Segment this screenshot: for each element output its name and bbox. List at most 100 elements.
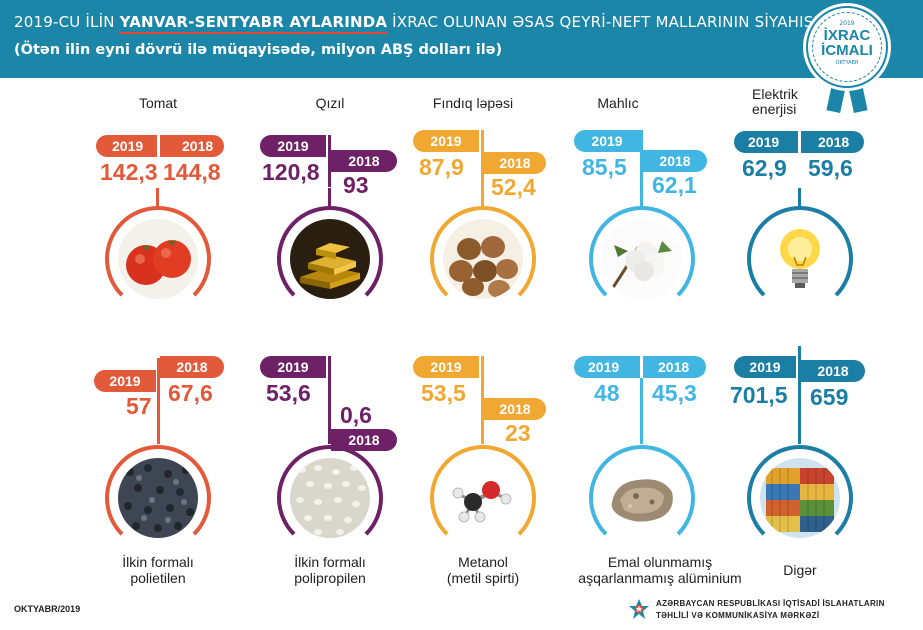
item-name: Elektrik enerjisi — [752, 86, 798, 117]
year-pill: 2019 2018 — [96, 135, 224, 157]
year-2019-label: 2019 — [588, 359, 620, 375]
tomato-icon — [118, 219, 198, 299]
title-part-1: 2019-CU İLİN — [14, 13, 120, 31]
stem — [640, 188, 643, 206]
arc — [589, 445, 695, 551]
value-2018: 144,8 — [163, 159, 221, 185]
value-2018: 659 — [810, 384, 849, 410]
divider — [481, 356, 484, 444]
light-bulb-icon — [760, 219, 840, 299]
item-tomat: Tomat 2019 2018 142,3 144,8 — [68, 88, 248, 346]
item-name: Qızıl — [315, 95, 345, 111]
year-2018-label: 2018 — [331, 150, 397, 172]
year-2019-label: 2019 — [260, 356, 326, 378]
item-name: Fındıq ləpəsi — [432, 95, 514, 111]
arc — [105, 445, 211, 551]
header-bar: 2019-CU İLİN YANVAR-SENTYABR AYLARINDA İ… — [0, 0, 923, 78]
item-name-line-2: aşqarlanmamış alüminium — [578, 570, 742, 586]
year-2018-label: 2018 — [484, 152, 546, 174]
value-2019: 57 — [126, 393, 152, 419]
value-2019: 87,9 — [419, 154, 464, 180]
year-2019-label: 2019 — [734, 356, 796, 378]
value-2018: 62,1 — [652, 172, 697, 198]
divider-gap — [640, 356, 643, 378]
value-2018: 59,6 — [808, 155, 853, 181]
item-mahlic: Mahlıc 2019 85,5 2018 62,1 — [528, 88, 708, 346]
item-name-line-1: İlkin formalı — [294, 554, 366, 570]
year-2019-label: 2019 — [260, 135, 326, 157]
stem — [328, 188, 331, 206]
footer-org-line-1: AZƏRBAYCAN RESPUBLİKASI İQTİSADİ İSLAHAT… — [656, 599, 885, 608]
value-2018: 0,6 — [340, 402, 372, 428]
polyethylene-granules-icon — [118, 458, 198, 538]
page-subtitle: (Ötən ilin eyni dövrü ilə müqayisədə, mi… — [14, 42, 503, 58]
item-findiq: Fındıq ləpəsi 2019 87,9 2018 52,4 — [383, 88, 563, 346]
arc — [105, 206, 211, 312]
year-2018-label: 2018 — [331, 429, 397, 451]
item-aluminium: 2019 2018 48 45,3 Emal olunmamış aşqarla… — [528, 346, 742, 604]
footer-date: OKTYABR/2019 — [14, 604, 81, 614]
year-2019-label: 2019 — [112, 138, 144, 154]
item-name-line-2: polipropilen — [294, 570, 366, 586]
stem — [156, 188, 159, 206]
state-emblem-icon — [628, 598, 650, 622]
badge-line-1: İXRAC — [823, 27, 871, 44]
methanol-molecule-icon — [443, 458, 523, 538]
year-2018-label: 2018 — [801, 360, 865, 382]
export-review-badge-icon: 2019 İXRAC İCMALI OKTYABR — [806, 6, 888, 118]
divider — [157, 358, 160, 444]
item-name-line-1: İlkin formalı — [122, 554, 194, 570]
value-2019: 62,9 — [742, 155, 787, 181]
item-name: Mahlıc — [597, 95, 639, 111]
footer-org-line-2: TƏHLİLİ VƏ KOMMUNİKASİYA MƏRKƏZİ — [656, 611, 820, 620]
aluminium-ore-icon — [602, 458, 682, 538]
arc — [747, 445, 853, 551]
polypropylene-granules-icon — [290, 458, 370, 538]
divider — [157, 135, 160, 183]
year-2019-label: 2019 — [94, 370, 156, 392]
hazelnut-icon — [443, 219, 523, 299]
item-name: Digər — [783, 562, 817, 578]
arc — [277, 206, 383, 312]
divider — [481, 130, 484, 188]
arc — [277, 445, 383, 551]
badge-year: 2019 — [839, 20, 855, 27]
arc — [747, 206, 853, 312]
page-title: 2019-CU İLİN YANVAR-SENTYABR AYLARINDA İ… — [14, 13, 834, 34]
value-2018: 23 — [505, 420, 531, 446]
value-2019: 48 — [594, 380, 620, 406]
arc — [430, 206, 536, 312]
value-2019: 142,3 — [100, 159, 158, 185]
item-diger: 2019 2018 701,5 659 Digər — [700, 346, 880, 604]
year-2019-label: 2019 — [748, 134, 780, 150]
divider — [798, 131, 801, 183]
divider — [328, 135, 331, 187]
item-name-line-1: Emal olunmamış — [607, 554, 713, 570]
divider — [640, 130, 643, 188]
value-2018: 93 — [343, 172, 369, 198]
arc — [430, 445, 536, 551]
badge-line-2: İCMALI — [821, 42, 873, 59]
year-2018-label: 2018 — [643, 150, 707, 172]
value-2019: 120,8 — [262, 159, 320, 185]
divider — [328, 356, 331, 444]
value-2019: 53,6 — [266, 380, 311, 406]
year-2019-label: 2019 — [413, 130, 479, 152]
arc — [589, 206, 695, 312]
title-highlight: YANVAR-SENTYABR AYLARINDA — [119, 13, 388, 34]
year-2019-label: 2019 — [413, 356, 479, 378]
item-metanol: 2019 53,5 2018 23 Metanol (metil spirti) — [383, 346, 563, 604]
shipping-containers-icon — [760, 458, 840, 538]
stem — [798, 188, 801, 206]
item-name-line-2: (metil spirti) — [446, 570, 520, 586]
item-name-line-1: Metanol — [458, 554, 508, 570]
value-2019: 85,5 — [582, 154, 627, 180]
cotton-icon — [602, 219, 682, 299]
value-2018: 67,6 — [168, 380, 213, 406]
gold-bars-icon — [290, 219, 370, 299]
year-2018-label: 2018 — [182, 138, 214, 154]
year-2018-label: 2018 — [160, 356, 224, 378]
title-part-2: İXRAC OLUNAN ƏSAS QEYRİ-NEFT MALLARININ … — [387, 13, 819, 31]
year-2018-label: 2018 — [484, 398, 546, 420]
year-2018-label: 2018 — [658, 359, 690, 375]
